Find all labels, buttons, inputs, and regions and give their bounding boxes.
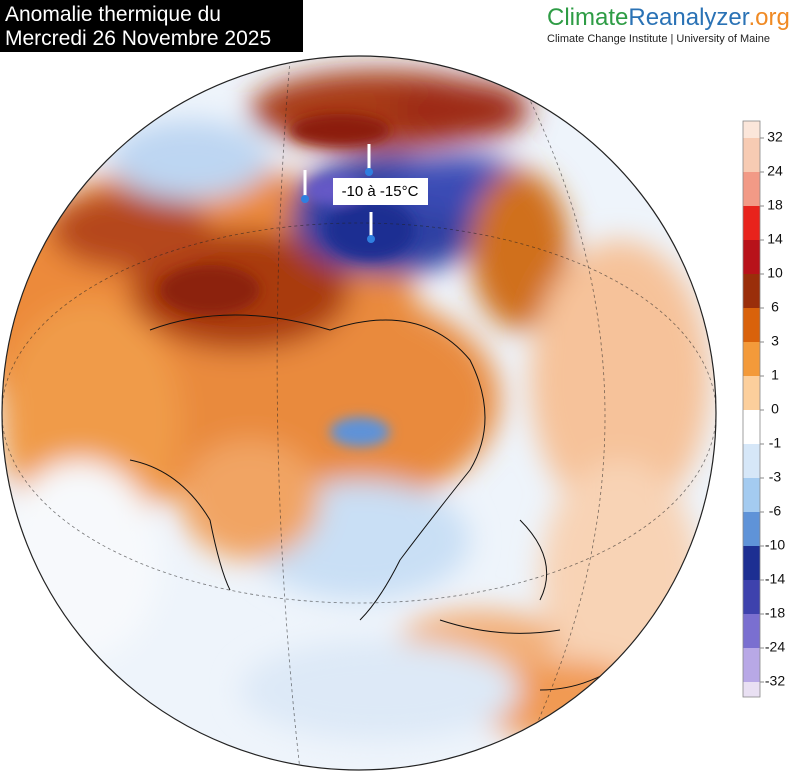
logo-tagline: Climate Change Institute | University of… <box>547 33 770 45</box>
title-line: Mercredi 26 Novembre 2025 <box>5 27 271 50</box>
colorbar-segment <box>743 614 760 648</box>
colorbar-segment <box>743 342 760 376</box>
colorbar-label: 1 <box>771 367 779 383</box>
colorbar-frame <box>742 120 761 698</box>
colorbar-segment <box>743 172 760 206</box>
logo-part: .org <box>748 4 789 31</box>
colorbar-segment <box>743 478 760 512</box>
annotation: -10 à -15°C <box>301 144 428 243</box>
colorbar-label: 14 <box>767 231 783 247</box>
colorbar-label: -6 <box>769 503 782 519</box>
colorbar-segment <box>743 512 760 546</box>
colorbar-segment <box>743 682 760 697</box>
colorbar-label: -3 <box>769 469 782 485</box>
colorbar-label: -32 <box>765 673 785 689</box>
colorbar-segment <box>743 240 760 274</box>
colorbar-segment <box>743 444 760 478</box>
logo: ClimateReanalyzer.org <box>547 4 790 31</box>
logo-part: Reanalyzer <box>628 4 749 31</box>
colorbar-label: 32 <box>767 129 783 145</box>
colorbar-segment <box>743 376 760 410</box>
colorbar-label: 24 <box>767 163 783 179</box>
colorbar-segment <box>743 546 760 580</box>
colorbar-label: 6 <box>771 299 779 315</box>
logo-part: Climate <box>547 4 628 31</box>
colorbar-label: 3 <box>771 333 779 349</box>
colorbar-label: -14 <box>765 571 785 587</box>
colorbar-segment <box>743 580 760 614</box>
annotation-label: -10 à -15°C <box>342 183 419 200</box>
globe-outline <box>1 55 717 771</box>
colorbar-label: -18 <box>765 605 785 621</box>
title-line: Anomalie thermique du <box>5 3 221 26</box>
colorbar-segment <box>743 274 760 308</box>
colorbar-label: -1 <box>769 435 782 451</box>
colorbar-segment <box>743 206 760 240</box>
colorbar-segment <box>743 410 760 444</box>
colorbar-label: -10 <box>765 537 785 553</box>
colorbar-segment <box>743 308 760 342</box>
colorbar-label: 18 <box>767 197 783 213</box>
colorbar-label: 0 <box>771 401 779 417</box>
title-box <box>0 0 303 52</box>
colorbar-label: -24 <box>765 639 785 655</box>
colorbar-segment <box>743 121 760 138</box>
colorbar-segment <box>743 138 760 172</box>
colorbar-segment <box>743 648 760 682</box>
colorbar-label: 10 <box>767 265 783 281</box>
